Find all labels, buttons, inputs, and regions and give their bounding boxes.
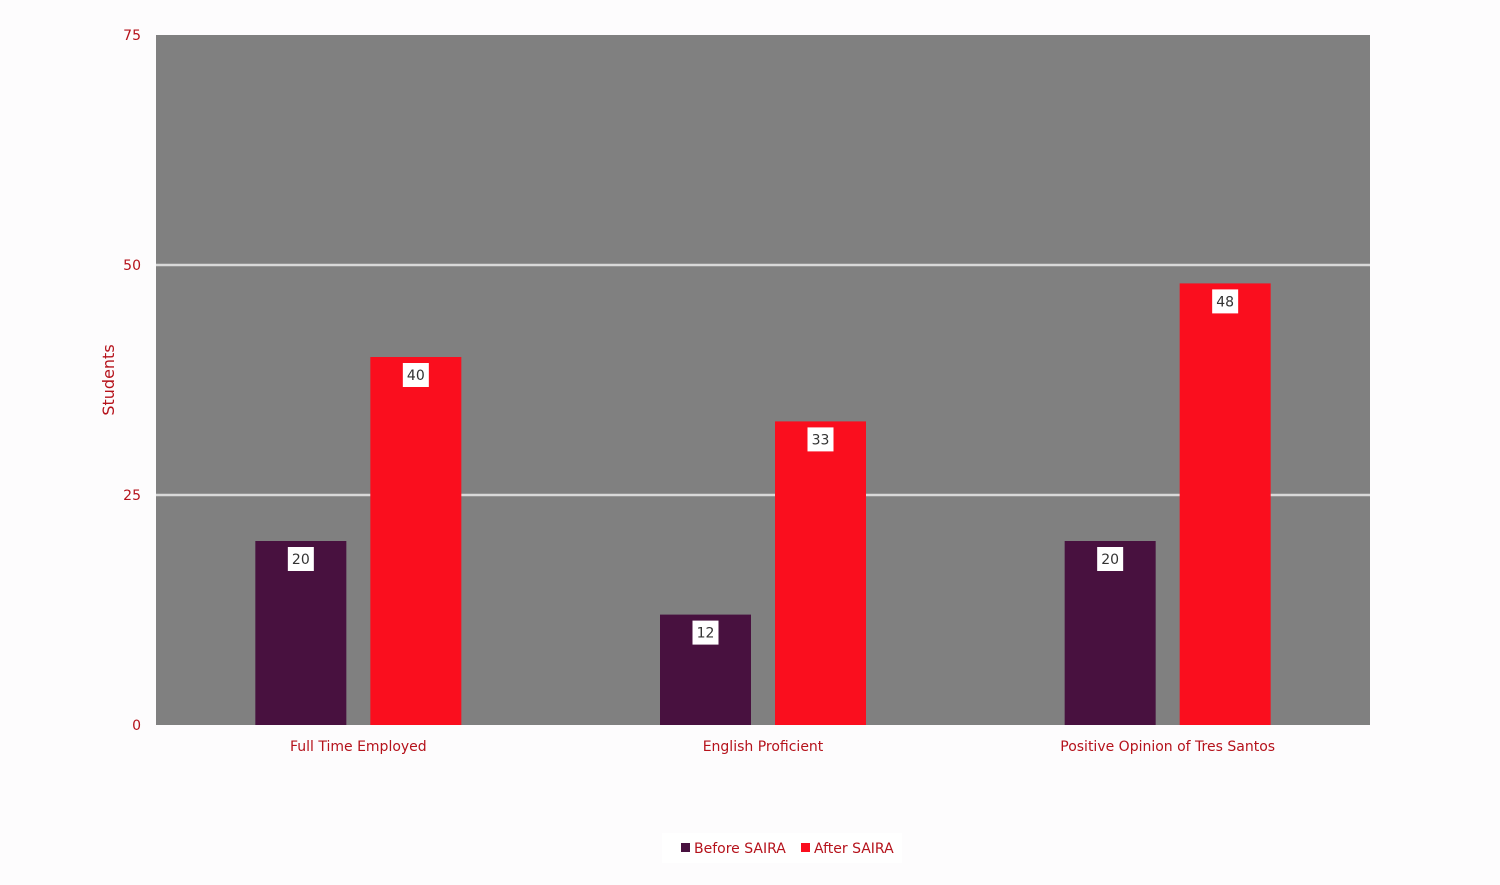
data-label-box [287, 547, 314, 571]
legend-box [662, 833, 902, 863]
data-label: 20 [1101, 552, 1119, 568]
y-axis: 0 25 50 75 [123, 28, 141, 734]
category-label: Full Time Employed [290, 739, 427, 755]
bar-after [370, 357, 462, 725]
legend-swatch-after [801, 843, 810, 852]
data-label-box [1097, 547, 1124, 571]
category-label: English Proficient [703, 739, 824, 755]
y-tick-label: 0 [132, 718, 141, 734]
legend-swatch-before [681, 843, 690, 852]
y-axis-label: Students [99, 344, 118, 415]
y-tick-label: 50 [123, 258, 141, 274]
x-axis-categories: Full Time Employed English Proficient Posi… [290, 739, 1275, 755]
data-labels: 20 40 12 33 20 48 [287, 289, 1239, 645]
data-label: 48 [1216, 294, 1234, 310]
legend: Before SAIRA After SAIRA [662, 833, 902, 863]
data-label: 12 [697, 626, 715, 642]
gridlines [156, 263, 1370, 497]
bars [255, 283, 1271, 725]
data-label: 40 [407, 368, 425, 384]
bar-before [255, 541, 347, 725]
plot-area [156, 35, 1370, 725]
legend-label-before: Before SAIRA [694, 841, 786, 857]
bar-before [1064, 541, 1156, 725]
data-label: 33 [812, 432, 830, 448]
data-label-box [1212, 289, 1239, 314]
data-label-box [692, 620, 719, 645]
category-label: Positive Opinion of Tres Santos [1060, 739, 1275, 755]
data-label-box [807, 427, 834, 452]
y-tick-label: 25 [123, 488, 141, 504]
bar-after [775, 421, 866, 725]
data-label: 20 [292, 552, 310, 568]
data-label-box [402, 363, 429, 387]
bar-after [1179, 283, 1271, 725]
legend-label-after: After SAIRA [814, 841, 894, 857]
y-tick-label: 75 [123, 28, 141, 44]
